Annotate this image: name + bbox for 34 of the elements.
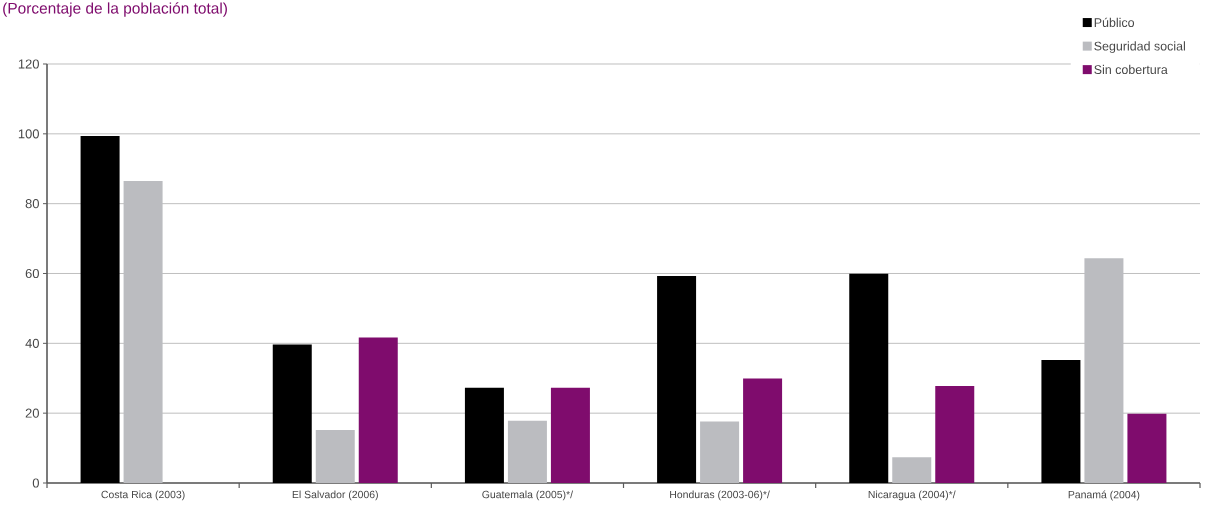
legend-label: Público <box>1094 17 1135 28</box>
y-tick-label: 120 <box>18 59 39 69</box>
bar <box>700 421 740 483</box>
x-tick-label: Panamá (2004) <box>1068 490 1140 501</box>
bar <box>315 429 355 483</box>
y-tick-label: 100 <box>18 129 39 139</box>
x-tick-label: Nicaragua (2004)*/ <box>868 490 956 501</box>
bar <box>358 337 398 483</box>
y-tick-label: 20 <box>25 408 39 418</box>
bar <box>892 457 932 483</box>
legend-label: Sin cobertura <box>1094 64 1168 75</box>
y-tick-label: 0 <box>32 478 39 488</box>
bar <box>849 273 889 483</box>
chart-title: (Porcentaje de la población total) <box>3 2 227 17</box>
x-tick-label: El Salvador (2006) <box>292 490 378 501</box>
y-tick-label: 80 <box>25 199 39 209</box>
bar <box>507 420 547 483</box>
bar <box>1041 360 1081 483</box>
bar <box>550 387 590 483</box>
bar <box>657 275 697 483</box>
legend-label: Seguridad social <box>1094 41 1185 53</box>
bar <box>1084 258 1124 483</box>
x-tick-label: Honduras (2003-06)*/ <box>670 490 770 501</box>
x-tick-label: Costa Rica (2003) <box>101 490 185 501</box>
bar <box>123 180 163 483</box>
bar <box>1127 413 1167 483</box>
bar <box>935 385 975 483</box>
bar <box>272 344 312 483</box>
bar <box>464 387 504 483</box>
y-tick-label: 40 <box>25 338 39 348</box>
bar <box>80 135 120 483</box>
y-tick-label: 60 <box>25 268 39 279</box>
x-tick-label: Guatemala (2005)*/ <box>482 490 574 501</box>
bar <box>743 378 783 483</box>
